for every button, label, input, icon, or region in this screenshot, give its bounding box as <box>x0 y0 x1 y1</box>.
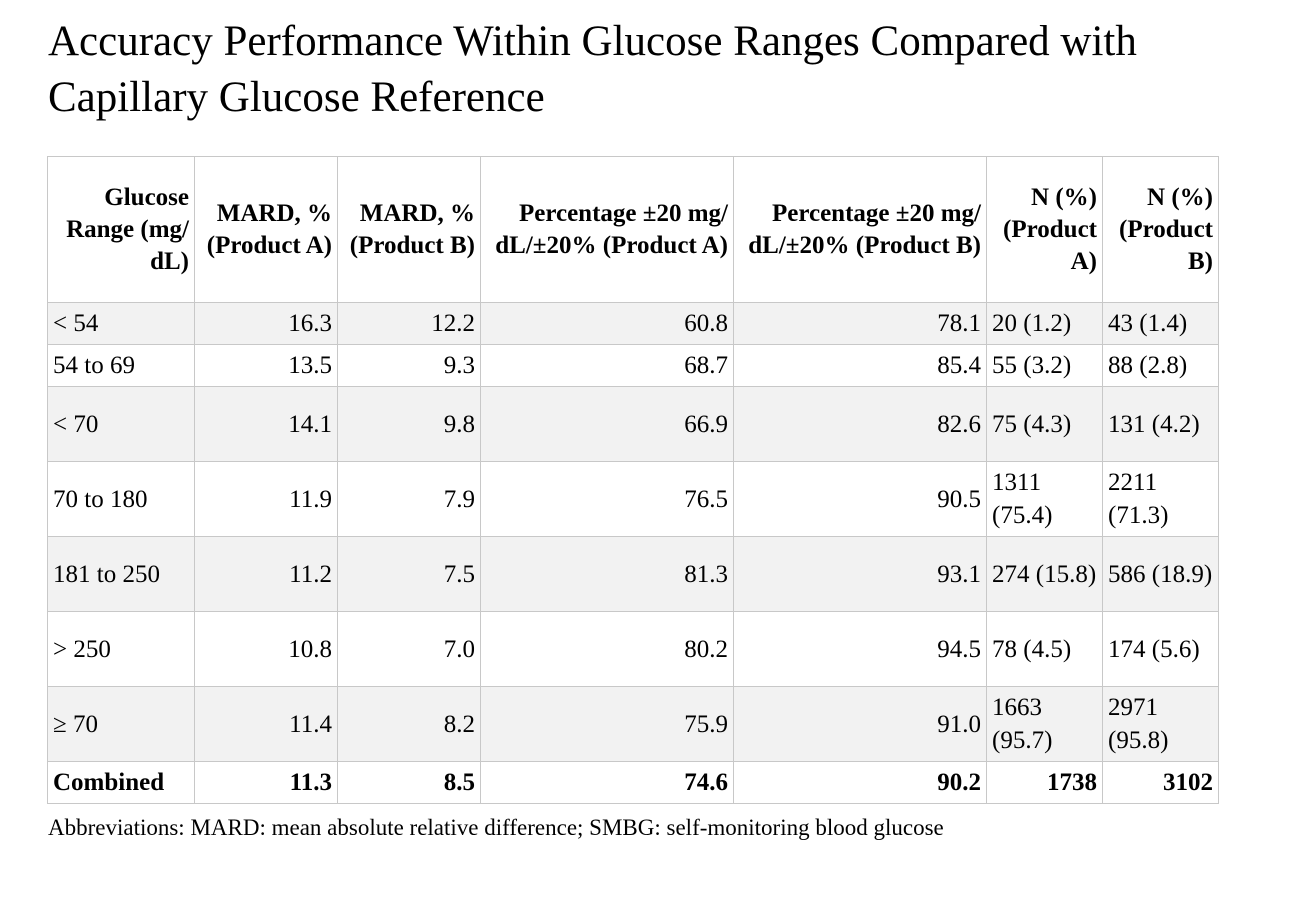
percentage-a-cell: 81.3 <box>480 536 734 612</box>
percentage-a-cell: 80.2 <box>480 611 734 687</box>
n-b-cell: 586 (18.9) <box>1102 536 1219 612</box>
percentage-a-cell: 66.9 <box>480 386 734 462</box>
range-cell: ≥ 70 <box>47 686 195 762</box>
table-row: > 250 10.8 7.0 80.2 94.5 78 (4.5) 174 (5… <box>47 611 1219 687</box>
table-row: 181 to 250 11.2 7.5 81.3 93.1 274 (15.8)… <box>47 536 1219 612</box>
percentage-b-cell: 93.1 <box>733 536 987 612</box>
combined-mard-b: 8.5 <box>337 761 481 804</box>
n-a-cell: 1311 (75.4) <box>986 461 1103 537</box>
mard-a-cell: 10.8 <box>194 611 338 687</box>
n-b-cell: 43 (1.4) <box>1102 302 1219 345</box>
mard-b-cell: 7.9 <box>337 461 481 537</box>
col-header-percentage-b: Percentage ±20 mg/ dL/±20% (Product B) <box>733 156 987 303</box>
percentage-a-cell: 68.7 <box>480 344 734 387</box>
percentage-b-cell: 90.5 <box>733 461 987 537</box>
col-header-mard-a: MARD, % (Product A) <box>194 156 338 303</box>
percentage-a-cell: 76.5 <box>480 461 734 537</box>
range-cell: 54 to 69 <box>47 344 195 387</box>
col-header-n-b: N (%) (Product B) <box>1102 156 1219 303</box>
percentage-b-cell: 82.6 <box>733 386 987 462</box>
mard-b-cell: 9.3 <box>337 344 481 387</box>
combined-row: Combined 11.3 8.5 74.6 90.2 1738 3102 <box>47 761 1219 804</box>
range-cell: < 54 <box>47 302 195 345</box>
mard-a-cell: 16.3 <box>194 302 338 345</box>
n-a-cell: 274 (15.8) <box>986 536 1103 612</box>
mard-b-cell: 8.2 <box>337 686 481 762</box>
n-b-cell: 88 (2.8) <box>1102 344 1219 387</box>
n-b-cell: 131 (4.2) <box>1102 386 1219 462</box>
header-row: Glucose Range (mg/ dL) MARD, % (Product … <box>47 156 1219 303</box>
percentage-b-cell: 91.0 <box>733 686 987 762</box>
mard-a-cell: 14.1 <box>194 386 338 462</box>
percentage-a-cell: 75.9 <box>480 686 734 762</box>
percentage-b-cell: 85.4 <box>733 344 987 387</box>
mard-a-cell: 11.2 <box>194 536 338 612</box>
n-a-cell: 1663 (95.7) <box>986 686 1103 762</box>
col-header-mard-b: MARD, % (Product B) <box>337 156 481 303</box>
mard-b-cell: 12.2 <box>337 302 481 345</box>
range-cell: 70 to 180 <box>47 461 195 537</box>
mard-b-cell: 9.8 <box>337 386 481 462</box>
table-row: 54 to 69 13.5 9.3 68.7 85.4 55 (3.2) 88 … <box>47 344 1219 387</box>
combined-percentage-a: 74.6 <box>480 761 734 804</box>
accuracy-table: Glucose Range (mg/ dL) MARD, % (Product … <box>47 156 1219 804</box>
range-cell: > 250 <box>47 611 195 687</box>
mard-a-cell: 11.4 <box>194 686 338 762</box>
range-cell: 181 to 250 <box>47 536 195 612</box>
footnote: Abbreviations: MARD: mean absolute relat… <box>48 815 944 840</box>
percentage-b-cell: 94.5 <box>733 611 987 687</box>
col-header-glucose-range: Glucose Range (mg/ dL) <box>47 156 195 303</box>
n-b-cell: 174 (5.6) <box>1102 611 1219 687</box>
n-a-cell: 78 (4.5) <box>986 611 1103 687</box>
table-row: < 70 14.1 9.8 66.9 82.6 75 (4.3) 131 (4.… <box>47 386 1219 462</box>
combined-mard-a: 11.3 <box>194 761 338 804</box>
n-b-cell: 2971 (95.8) <box>1102 686 1219 762</box>
n-b-cell: 2211 (71.3) <box>1102 461 1219 537</box>
percentage-a-cell: 60.8 <box>480 302 734 345</box>
n-a-cell: 20 (1.2) <box>986 302 1103 345</box>
percentage-b-cell: 78.1 <box>733 302 987 345</box>
n-a-cell: 55 (3.2) <box>986 344 1103 387</box>
table-row: ≥ 70 11.4 8.2 75.9 91.0 1663 (95.7) 2971… <box>47 686 1219 762</box>
col-header-n-a: N (%) (Product A) <box>986 156 1103 303</box>
combined-label: Combined <box>47 761 195 804</box>
range-cell: < 70 <box>47 386 195 462</box>
mard-b-cell: 7.5 <box>337 536 481 612</box>
combined-percentage-b: 90.2 <box>733 761 987 804</box>
combined-n-a: 1738 <box>986 761 1103 804</box>
mard-a-cell: 11.9 <box>194 461 338 537</box>
combined-n-b: 3102 <box>1102 761 1219 804</box>
n-a-cell: 75 (4.3) <box>986 386 1103 462</box>
mard-b-cell: 7.0 <box>337 611 481 687</box>
col-header-percentage-a: Percentage ±20 mg/ dL/±20% (Product A) <box>480 156 734 303</box>
page-title: Accuracy Performance Within Glucose Rang… <box>48 18 1137 121</box>
mard-a-cell: 13.5 <box>194 344 338 387</box>
table-row: 70 to 180 11.9 7.9 76.5 90.5 1311 (75.4)… <box>47 461 1219 537</box>
table-row: < 54 16.3 12.2 60.8 78.1 20 (1.2) 43 (1.… <box>47 302 1219 345</box>
